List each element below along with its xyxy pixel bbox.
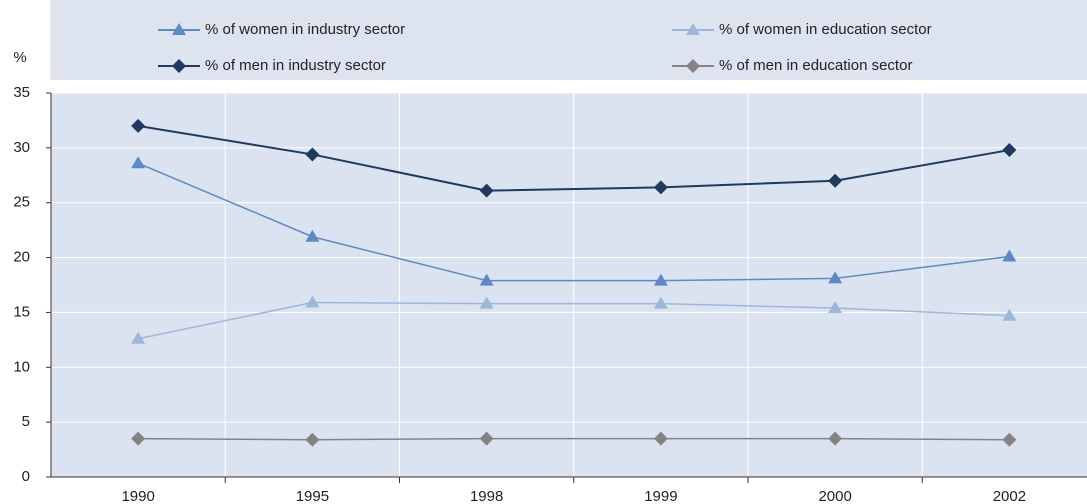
series-line bbox=[137, 124, 1010, 192]
y-tick-label: 25 bbox=[13, 194, 30, 211]
data-point bbox=[479, 431, 494, 446]
series-line bbox=[137, 162, 1010, 282]
data-point bbox=[1002, 249, 1017, 262]
grid bbox=[46, 92, 1087, 483]
data-point bbox=[1002, 308, 1017, 321]
data-point bbox=[828, 271, 843, 284]
x-tick-label: 2002 bbox=[993, 488, 1026, 504]
data-point bbox=[305, 432, 320, 447]
x-tick-label: 1999 bbox=[644, 488, 677, 504]
data-point bbox=[131, 331, 146, 344]
data-point bbox=[131, 431, 146, 446]
y-tick-label: 10 bbox=[13, 358, 30, 375]
data-point bbox=[479, 273, 494, 286]
y-tick-label: 35 bbox=[13, 84, 30, 101]
data-point bbox=[305, 229, 320, 242]
data-point bbox=[828, 431, 843, 446]
data-point bbox=[1002, 143, 1017, 158]
y-tick-label: 30 bbox=[13, 139, 30, 156]
series-line bbox=[138, 437, 1010, 441]
data-point bbox=[653, 296, 668, 309]
legend-background bbox=[50, 0, 1087, 80]
data-point bbox=[305, 147, 320, 162]
x-tick-label: 1998 bbox=[470, 488, 503, 504]
data-point bbox=[653, 273, 668, 286]
data-point bbox=[305, 295, 320, 308]
data-point bbox=[653, 431, 668, 446]
data-point bbox=[828, 173, 843, 188]
y-tick-label: 15 bbox=[13, 303, 30, 320]
legend-label: % of women in industry sector bbox=[205, 21, 405, 38]
y-tick-label: 20 bbox=[13, 249, 30, 266]
plot-background bbox=[51, 93, 1087, 477]
marks bbox=[131, 23, 1017, 447]
legend-label: % of men in education sector bbox=[719, 57, 912, 74]
data-point bbox=[1002, 432, 1017, 447]
legend-label: % of men in industry sector bbox=[205, 57, 386, 74]
x-tick-label: 2000 bbox=[818, 488, 851, 504]
data-point bbox=[131, 156, 146, 169]
data-point bbox=[653, 180, 668, 195]
data-point bbox=[828, 301, 843, 314]
legend-label: % of women in education sector bbox=[719, 21, 932, 38]
y-tick-label: 0 bbox=[22, 468, 30, 485]
y-tick-label: 5 bbox=[22, 413, 30, 430]
x-tick-label: 1995 bbox=[296, 488, 329, 504]
data-point bbox=[479, 183, 494, 198]
data-point bbox=[479, 296, 494, 309]
x-tick-label: 1990 bbox=[121, 488, 154, 504]
y-axis-label: % bbox=[13, 49, 26, 66]
data-point bbox=[131, 118, 146, 133]
series-line bbox=[137, 301, 1010, 340]
